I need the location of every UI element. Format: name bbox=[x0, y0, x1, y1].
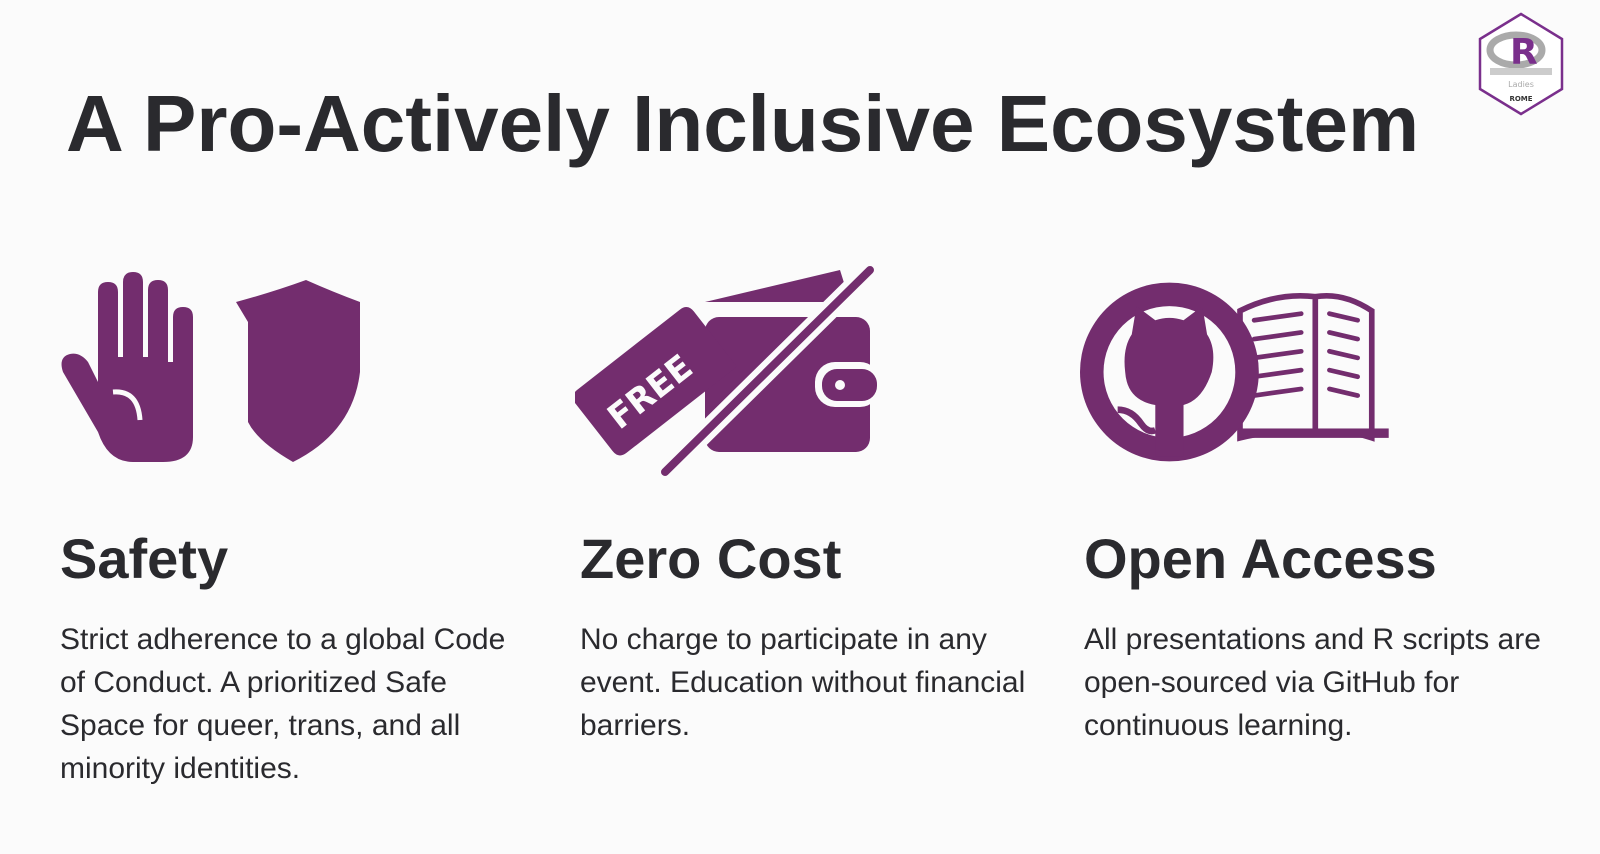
rladies-rome-logo: R Ladies ROME bbox=[1478, 12, 1564, 116]
github-book-icon bbox=[1080, 282, 1389, 462]
hand-shield-icon bbox=[61, 272, 360, 462]
safety-description: Strict adherence to a global Code of Con… bbox=[60, 623, 506, 785]
free-tag-wallet-icon: FREE bbox=[575, 262, 880, 480]
svg-text:Ladies: Ladies bbox=[1508, 80, 1534, 89]
open-access-description: All presentations and R scripts are open… bbox=[1084, 623, 1541, 742]
open-access-heading: Open Access bbox=[1084, 527, 1437, 590]
safety-heading: Safety bbox=[60, 527, 229, 590]
svg-text:ROME: ROME bbox=[1509, 95, 1532, 103]
slide-title: A Pro-Actively Inclusive Ecosystem bbox=[66, 79, 1420, 168]
svg-text:R: R bbox=[1510, 32, 1538, 73]
zero-cost-heading: Zero Cost bbox=[580, 527, 842, 590]
zero-cost-description: No charge to participate in any event. E… bbox=[580, 623, 1026, 742]
